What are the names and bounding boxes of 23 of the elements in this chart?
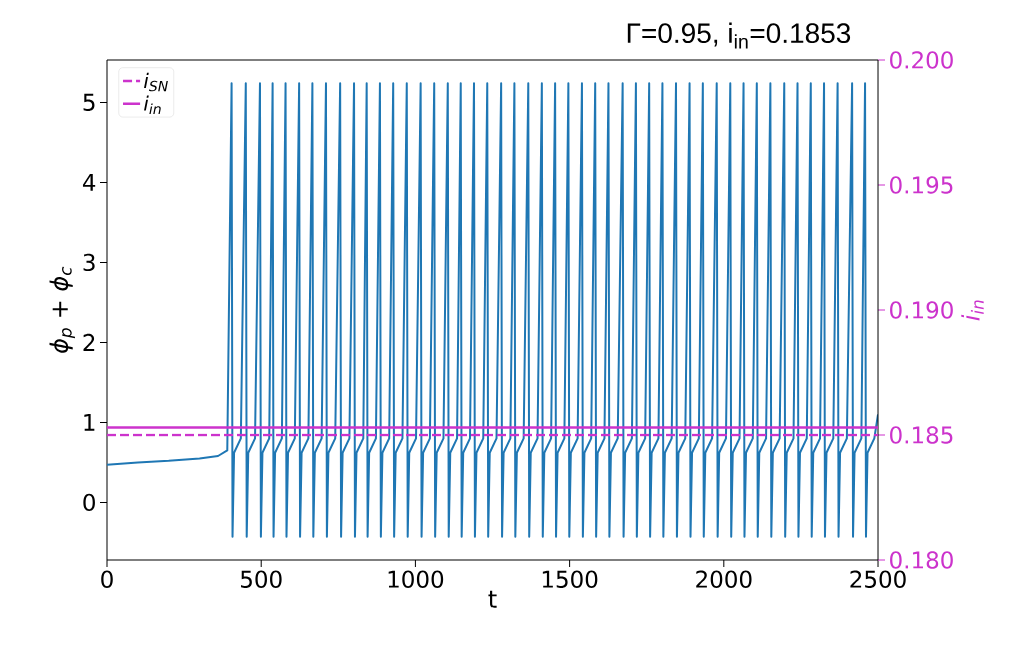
chart-title: Γ=0.95, i$_{in}$=0.1853 — [627, 22, 851, 49]
x-tick-label: 1500 — [542, 570, 598, 588]
x-tick-label: 0 — [101, 570, 113, 588]
x-axis-title: t — [488, 590, 497, 608]
y-tick-label: 4 — [82, 174, 96, 191]
y-tick-label: 5 — [83, 93, 95, 111]
y2-axis-title: i$_{in}$ — [961, 300, 984, 321]
y2-tick-label: 0.180 — [890, 551, 953, 569]
legend-label: i$_{in}$ — [144, 95, 161, 115]
x-tick-label: 2500 — [850, 570, 906, 588]
x-tick-label: 2000 — [696, 570, 752, 588]
y-axis-title: ϕ$_{p}$ + ϕ$_{c}$ — [49, 266, 75, 353]
y2-tick-label: 0.185 — [890, 426, 953, 444]
x-tick-label: 500 — [241, 570, 282, 588]
y-tick-label: 1 — [84, 414, 95, 431]
x-tick-label: 1000 — [388, 570, 444, 588]
y-tick-label: 3 — [83, 253, 95, 272]
y2-tick-label: 0.200 — [890, 51, 953, 69]
y-tick-label: 2 — [83, 333, 95, 351]
y-tick-label: 0 — [83, 493, 95, 512]
y2-tick-label: 0.190 — [890, 301, 953, 319]
legend-label: i$_{SN}$ — [144, 72, 168, 92]
y2-tick-label: 0.195 — [890, 176, 953, 194]
